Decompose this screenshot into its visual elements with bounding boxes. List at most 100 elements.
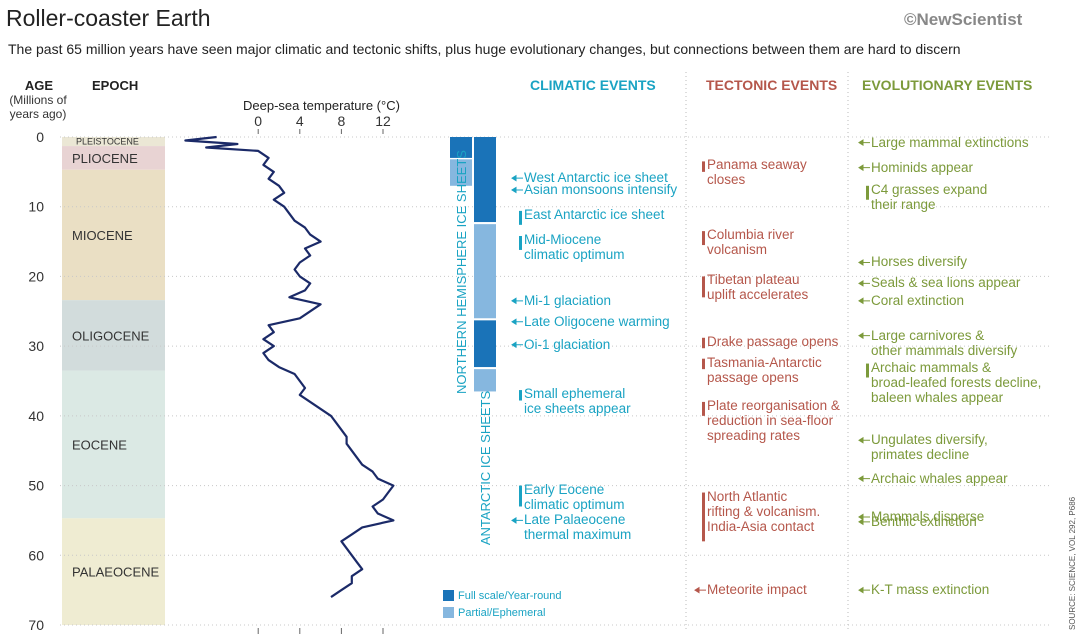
event-label: Mammals disperse: [871, 508, 985, 524]
epoch-band: [62, 146, 165, 170]
event-range-bar: [866, 185, 869, 200]
event-label: Tibetan plateau uplift accelerates: [707, 272, 809, 303]
event-label: Late Palaeocene thermal maximum: [524, 512, 632, 543]
y-tick-label: 20: [28, 268, 44, 284]
event-label: Oi-1 glaciation: [524, 336, 611, 352]
event-range-bar: [702, 401, 705, 416]
event-range-bar: [519, 210, 522, 225]
event-column-title: CLIMATIC EVENTS: [530, 77, 656, 93]
event-arrow: [858, 279, 870, 287]
event-range-bar: [702, 231, 705, 246]
ice-sheet-bar: [450, 137, 472, 158]
event-range-bar: [702, 337, 705, 349]
event-label: Coral extinction: [871, 292, 965, 308]
event-label: Hominids appear: [871, 159, 974, 175]
event-label: Early Eocene climatic optimum: [524, 481, 625, 512]
event-label: Plate reorganisation & reduction in sea-…: [707, 397, 840, 443]
legend-label: Partial/Ephemeral: [458, 607, 545, 619]
event-arrow: [511, 318, 523, 326]
ice-sheet-label: ANTARCTIC ICE SHEETS: [478, 391, 493, 546]
event-arrow: [858, 513, 870, 521]
event-label: Asian monsoons intensify: [524, 181, 678, 197]
event-arrow: [858, 139, 870, 146]
event-label: Large mammal extinctions: [871, 134, 1029, 150]
x-tick-label: 4: [296, 113, 304, 129]
subtitle: The past 65 million years have seen majo…: [8, 41, 961, 57]
event-label: Mid-Miocene climatic optimum: [524, 231, 625, 262]
credit: ©NewScientist: [904, 10, 1023, 29]
epoch-band: [62, 518, 165, 625]
event-label: K-T mass extinction: [871, 582, 990, 598]
event-label: Late Oligocene warming: [524, 313, 670, 329]
event-label: East Antarctic ice sheet: [524, 206, 665, 222]
event-label: Mi-1 glaciation: [524, 292, 612, 308]
epoch-label: OLIGOCENE: [72, 328, 150, 343]
age-units: (Millions of years ago): [9, 93, 67, 121]
event-arrow: [858, 586, 870, 594]
y-tick-label: 30: [28, 338, 44, 354]
event-arrow: [511, 174, 523, 182]
epoch-label: PLIOCENE: [72, 151, 138, 166]
source: SOURCE: SCIENCE, VOL 292, P686: [1068, 496, 1077, 630]
event-label: Columbia river volcanism: [707, 227, 795, 258]
y-tick-label: 10: [28, 199, 44, 215]
y-tick-label: 70: [28, 617, 44, 633]
event-arrow: [694, 586, 706, 594]
event-range-bar: [519, 235, 522, 250]
event-label: Ungulates diversify, primates decline: [871, 432, 988, 463]
y-tick-label: 40: [28, 408, 44, 424]
ice-sheet-bar: [474, 137, 496, 223]
event-label: Benthic extinction: [871, 513, 977, 529]
legend-swatch: [443, 607, 454, 618]
event-range-bar: [519, 485, 522, 507]
epoch-label: PLEISTOCENE: [76, 137, 139, 147]
event-range-bar: [866, 363, 869, 378]
event-range-bar: [702, 161, 705, 172]
event-label: Horses diversify: [871, 254, 968, 270]
event-arrow: [858, 518, 870, 526]
event-arrow: [858, 436, 870, 444]
epoch-label: MIOCENE: [72, 228, 133, 243]
epoch-label: EPOCH: [92, 78, 139, 93]
event-arrow: [858, 164, 870, 172]
event-column-title: TECTONIC EVENTS: [706, 77, 838, 93]
ice-sheet-bar: [450, 159, 472, 186]
event-label: Seals & sea lions appear: [871, 275, 1021, 291]
event-arrow: [511, 297, 523, 305]
event-arrow: [511, 186, 523, 194]
event-range-bar: [519, 390, 522, 401]
event-label: Meteorite impact: [707, 582, 807, 598]
temperature-line: [184, 135, 395, 599]
epoch-band: [62, 300, 165, 371]
x-tick-label: 12: [375, 113, 391, 129]
legend-label: Full scale/Year-round: [458, 590, 562, 602]
event-label: Tasmania-Antarctic passage opens: [707, 354, 822, 385]
epoch-band: [62, 137, 165, 147]
epoch-label: PALAEOCENE: [72, 565, 160, 580]
epoch-band: [62, 169, 165, 301]
event-label: Archaic whales appear: [871, 470, 1008, 486]
event-range-bar: [702, 358, 705, 370]
ice-sheet-bar: [474, 224, 496, 319]
event-arrow: [511, 341, 523, 349]
title: Roller-coaster Earth: [6, 5, 211, 31]
event-label: North Atlantic rifting & volcanism. Indi…: [707, 488, 821, 534]
event-arrow: [858, 259, 870, 266]
event-label: West Antarctic ice sheet: [524, 170, 668, 186]
x-tick-label: 0: [254, 113, 262, 129]
event-arrow: [858, 297, 870, 305]
x-axis-label: Deep-sea temperature (°C): [243, 98, 400, 113]
age-label: AGE: [24, 78, 54, 93]
y-tick-label: 0: [36, 129, 44, 145]
ice-sheet-bar: [474, 369, 496, 392]
event-label: Panama seaway closes: [707, 157, 807, 188]
epoch-band: [62, 370, 165, 519]
event-range-bar: [702, 492, 705, 542]
event-column-title: EVOLUTIONARY EVENTS: [862, 77, 1033, 93]
event-label: Drake passage opens: [707, 333, 839, 349]
y-tick-label: 60: [28, 547, 44, 563]
ice-sheet-label: NORTHERN HEMISPHERE ICE SHEETS: [454, 150, 469, 394]
y-tick-label: 50: [28, 478, 44, 494]
